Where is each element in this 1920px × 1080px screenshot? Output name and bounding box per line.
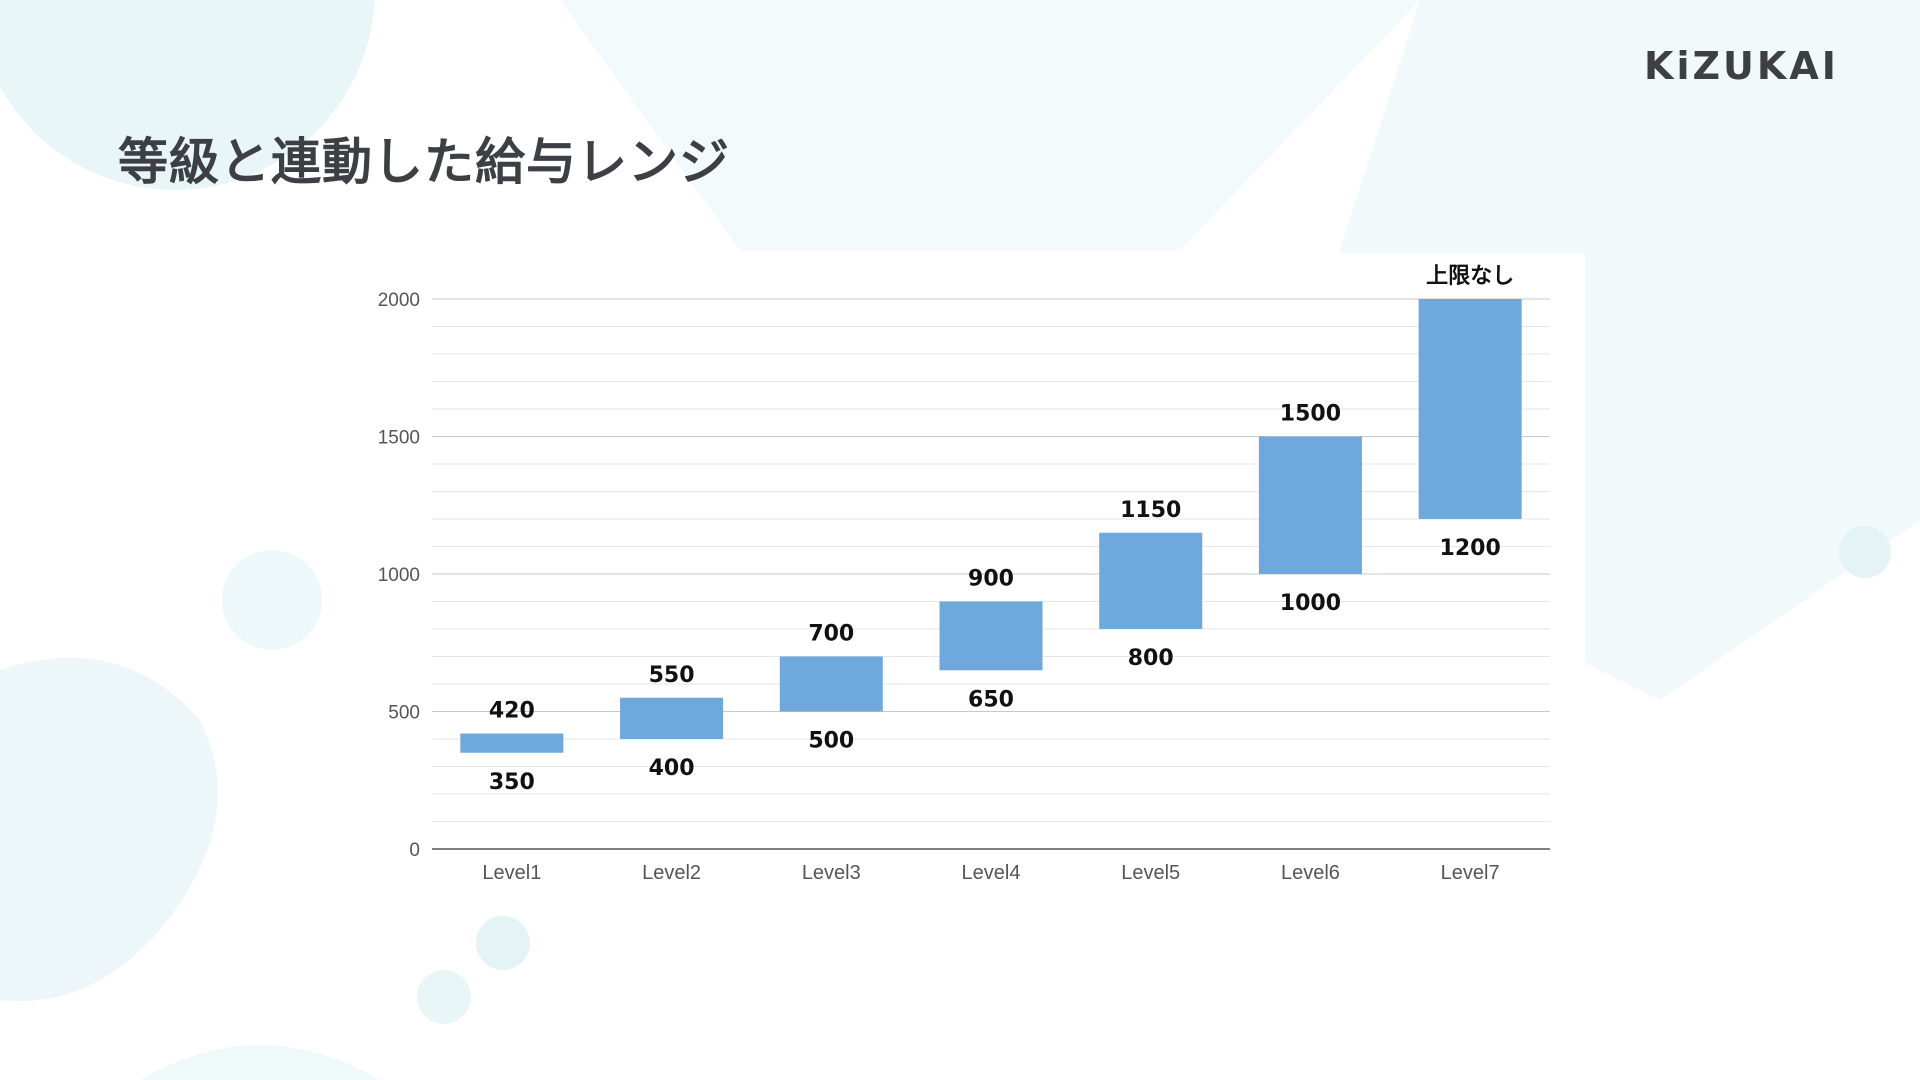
- high-value-label: 上限なし: [1426, 264, 1514, 289]
- chart-panel: 0 500 1000 1500 2000 420 350 Level1 550 400 Level2…: [375, 253, 1585, 913]
- decor-circle-right: [1839, 526, 1891, 578]
- high-value-label: 550: [649, 663, 695, 688]
- decor-circle-left: [222, 550, 322, 650]
- y-tick-label: 500: [388, 703, 420, 724]
- decor-shape-bottom: [140, 1045, 380, 1080]
- low-value-label: 400: [649, 756, 695, 781]
- low-value-label: 1000: [1280, 591, 1341, 616]
- high-value-label: 420: [489, 699, 535, 724]
- range-bar-level3: [779, 656, 883, 712]
- low-value-label: 1200: [1440, 536, 1501, 561]
- category-label: Level1: [482, 862, 541, 884]
- range-bar-level4: [939, 601, 1043, 671]
- high-value-label: 1500: [1280, 402, 1341, 427]
- high-value-label: 700: [808, 622, 854, 647]
- decor-band-top: [560, 0, 1420, 250]
- page-title: 等級と連動した給与レンジ: [118, 133, 730, 191]
- range-bar-level7: [1418, 299, 1522, 519]
- range-bar-level1: [460, 733, 564, 753]
- category-label: Level5: [1121, 862, 1180, 884]
- y-tick-label: 1500: [378, 428, 420, 449]
- range-bar-level2: [620, 697, 724, 739]
- y-tick-label: 2000: [378, 290, 420, 311]
- category-label: Level3: [802, 862, 861, 884]
- low-value-label: 800: [1128, 646, 1174, 671]
- low-value-label: 500: [808, 729, 854, 754]
- category-label: Level6: [1281, 862, 1340, 884]
- low-value-label: 350: [489, 770, 535, 795]
- high-value-label: 900: [968, 567, 1014, 592]
- high-value-label: 1150: [1120, 498, 1181, 523]
- range-bar-level6: [1258, 436, 1362, 574]
- y-tick-label: 1000: [378, 565, 420, 586]
- category-label: Level7: [1441, 862, 1500, 884]
- decor-dot-1: [476, 916, 530, 970]
- low-value-label: 650: [968, 687, 1014, 712]
- y-tick-label: 0: [409, 840, 420, 861]
- category-label: Level4: [962, 862, 1021, 884]
- brand-logo: KiZUKAI: [1644, 44, 1839, 88]
- range-bar-level5: [1099, 532, 1203, 629]
- category-label: Level2: [642, 862, 701, 884]
- decor-dot-2: [417, 970, 471, 1024]
- decor-shape-bottom-left: [0, 657, 218, 1002]
- decor-circle-top-left: [0, 0, 375, 190]
- salary-range-chart: 0 500 1000 1500 2000 420 350 Level1 550 400 Level2…: [378, 264, 1550, 884]
